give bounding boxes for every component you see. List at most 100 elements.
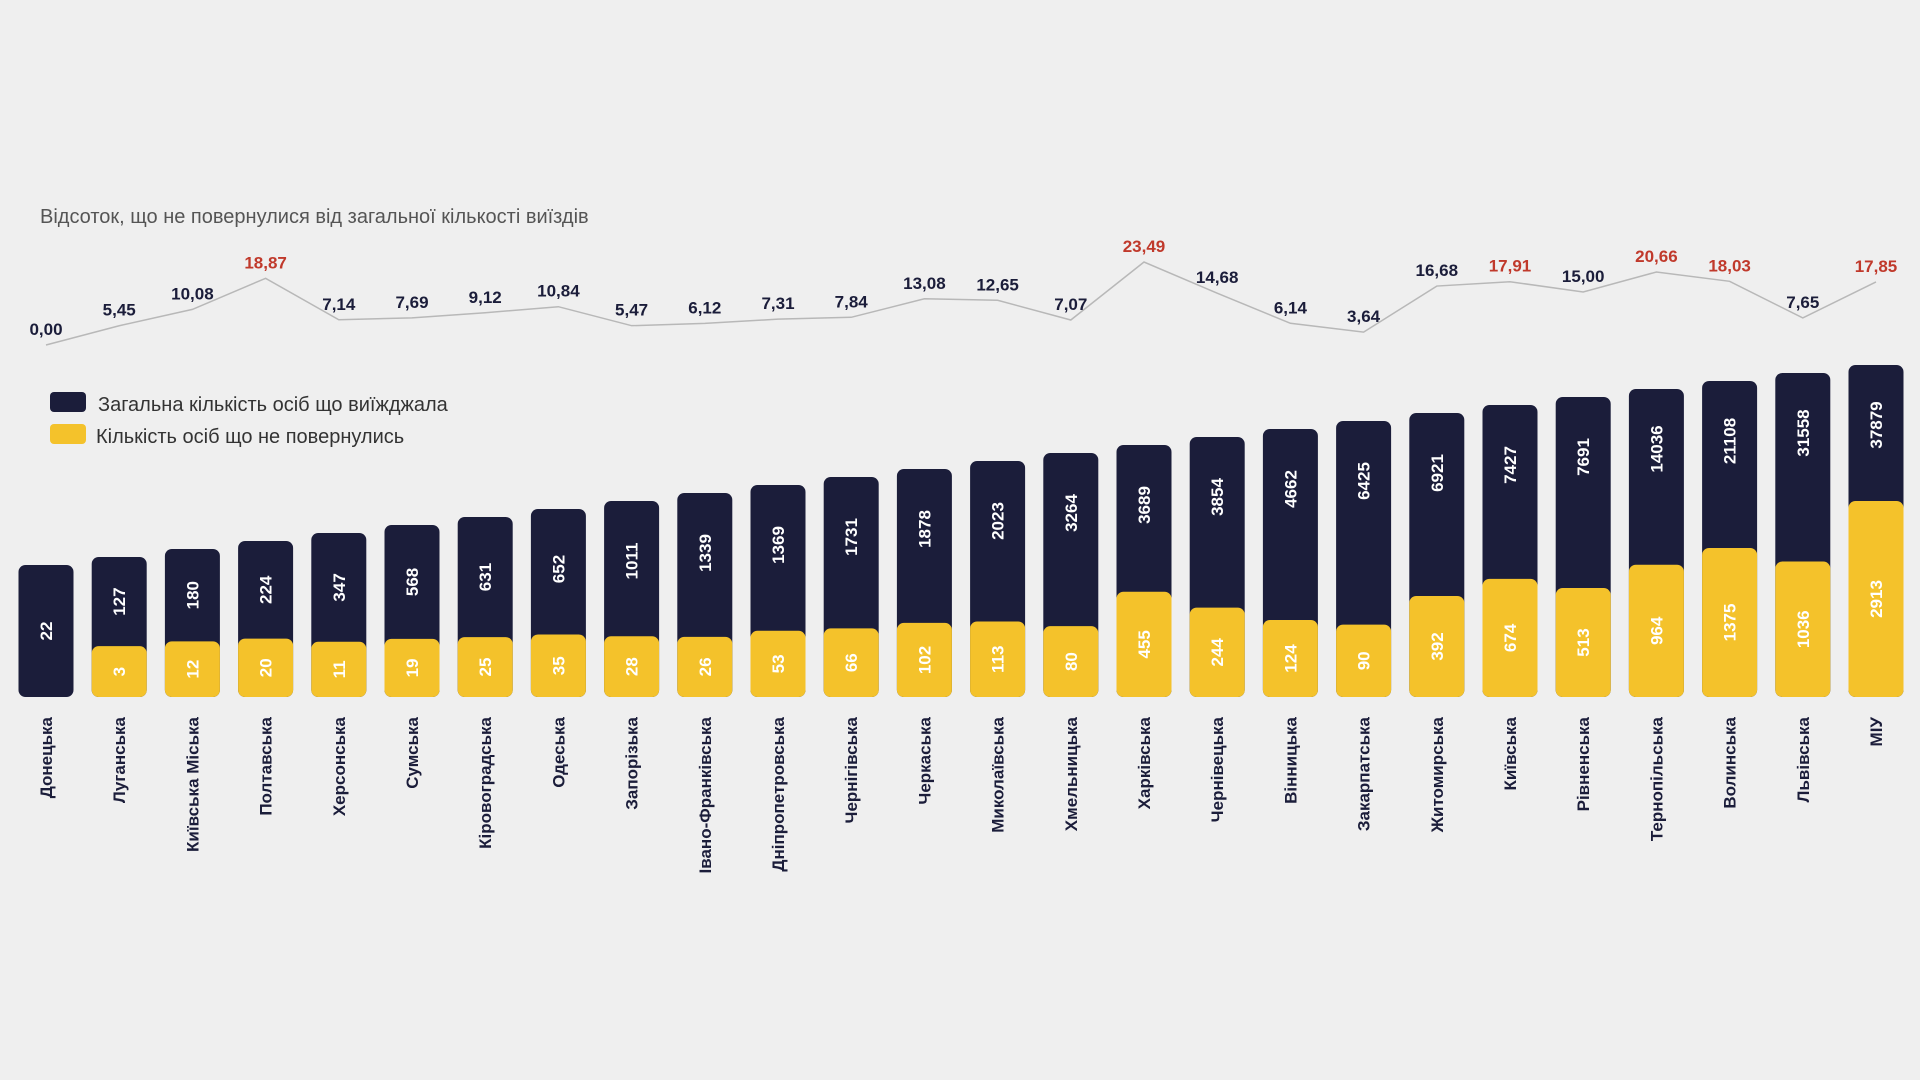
value-label-total-4: 224 [257,575,276,604]
percent-label-26: 17,85 [1855,257,1898,276]
value-label-total-12: 1731 [842,518,861,556]
percent-label-11: 7,31 [761,294,794,313]
value-label-total-24: 21108 [1721,418,1740,464]
legend-swatch-total [50,392,86,412]
bar-not-returned-19 [1336,624,1392,697]
value-label-not-returned-10: 26 [696,657,715,676]
percent-label-10: 6,12 [688,298,721,317]
bar-not-returned-25 [1775,561,1831,697]
bar-not-returned-26 [1848,501,1904,697]
bar-not-returned-17 [1189,607,1245,697]
percent-line [45,261,1877,346]
percent-label-12: 7,84 [835,292,869,311]
value-label-not-returned-2: 3 [110,667,129,676]
category-label-5: Херсонська [330,716,349,816]
category-label-6: Сумська [403,716,422,788]
value-label-not-returned-15: 80 [1062,652,1081,671]
value-label-not-returned-20: 392 [1428,632,1447,660]
value-label-total-26: 37879 [1867,401,1886,448]
category-label-16: Харківська [1135,716,1154,809]
percent-label-14: 12,65 [976,275,1019,294]
bar-not-returned-18 [1262,620,1318,697]
value-label-total-25: 31558 [1794,409,1813,456]
legend: Загальна кількість осіб що виїжджала Кіл… [50,392,449,448]
value-label-not-returned-23: 964 [1647,616,1666,645]
value-label-total-2: 127 [110,587,129,615]
value-label-total-5: 347 [330,573,349,601]
category-label-7: Кіровоградська [476,716,495,848]
category-label-12: Чернігівська [842,716,861,823]
category-label-20: Житомирська [1428,716,1447,833]
category-label-26: МІУ [1867,717,1886,747]
legend-label-total: Загальна кількість осіб що виїжджала [98,394,449,416]
category-label-21: Київська [1501,716,1520,790]
value-label-not-returned-26: 2913 [1867,580,1886,618]
value-label-total-15: 3264 [1062,494,1081,532]
percent-label-23: 20,66 [1635,247,1678,266]
percent-label-5: 7,14 [322,295,356,314]
value-label-total-21: 7427 [1501,446,1520,484]
value-label-total-14: 2023 [989,502,1008,540]
percent-label-24: 18,03 [1708,256,1751,275]
legend-label-not-returned: Кількість осіб що не повернулись [96,426,404,448]
value-label-not-returned-9: 28 [623,657,642,676]
percent-label-2: 5,45 [103,301,136,320]
category-label-14: Миколаївська [989,716,1008,832]
bar-not-returned-5 [311,641,367,697]
value-label-not-returned-19: 90 [1355,651,1374,670]
percent-label-25: 7,65 [1786,293,1819,312]
value-label-not-returned-12: 66 [842,653,861,672]
bar-not-returned-13 [896,622,952,697]
category-label-25: Львівська [1794,716,1813,802]
category-label-17: Чернівецька [1208,716,1227,822]
percent-label-8: 10,84 [537,282,580,301]
bar-not-returned-8 [530,634,586,697]
value-label-total-1: 22 [37,622,56,641]
value-label-not-returned-24: 1375 [1721,604,1740,642]
value-label-not-returned-16: 455 [1135,630,1154,658]
percent-label-21: 17,91 [1489,257,1532,276]
category-label-2: Луганська [110,716,129,803]
bar-not-returned-21 [1482,578,1538,697]
value-label-total-22: 7691 [1574,438,1593,476]
value-label-not-returned-22: 513 [1574,628,1593,656]
value-label-total-16: 3689 [1135,486,1154,524]
bar-not-returned-16 [1116,591,1172,697]
percent-label-15: 7,07 [1054,295,1087,314]
value-label-not-returned-14: 113 [989,646,1008,673]
category-label-11: Дніпропетровська [769,716,788,871]
percent-label-13: 13,08 [903,274,946,293]
value-label-total-23: 14036 [1647,425,1666,472]
percent-label-6: 7,69 [395,293,428,312]
bar-not-returned-9 [604,636,660,697]
category-label-9: Запорізька [623,716,642,809]
category-label-19: Закарпатська [1355,716,1374,831]
value-label-not-returned-5: 11 [330,660,349,678]
value-label-total-7: 631 [476,563,495,591]
bar-not-returned-15 [1043,626,1099,697]
value-label-not-returned-18: 124 [1281,644,1300,673]
value-label-not-returned-8: 35 [549,656,568,675]
percent-line-layer: 0,00 5,45 10,08 18,87 7,14 7,69 9,12 10,84 5,47 6… [29,237,1898,346]
percent-label-20: 16,68 [1416,261,1459,280]
value-label-not-returned-7: 25 [476,658,495,677]
percent-label-1: 0,00 [29,320,62,339]
bar-not-returned-14 [970,621,1026,697]
value-label-not-returned-11: 53 [769,654,788,673]
bar-not-returned-11 [750,630,806,697]
percent-label-7: 9,12 [469,288,502,307]
bar-not-returned-3 [164,641,220,697]
value-label-not-returned-13: 102 [915,646,934,674]
chart-title: Відсоток, що не повернулися від загально… [40,206,589,228]
bar-not-returned-22 [1555,588,1611,697]
value-label-not-returned-3: 12 [183,660,202,679]
category-label-18: Вінницька [1281,716,1300,803]
category-label-13: Черкаська [915,716,934,804]
value-label-total-10: 1339 [696,534,715,572]
value-label-not-returned-21: 674 [1501,623,1520,652]
legend-swatch-not-returned [50,424,86,444]
value-label-total-9: 1011 [623,543,642,580]
category-label-10: Івано-Франківська [696,716,715,873]
bar-total-1 [18,565,74,697]
